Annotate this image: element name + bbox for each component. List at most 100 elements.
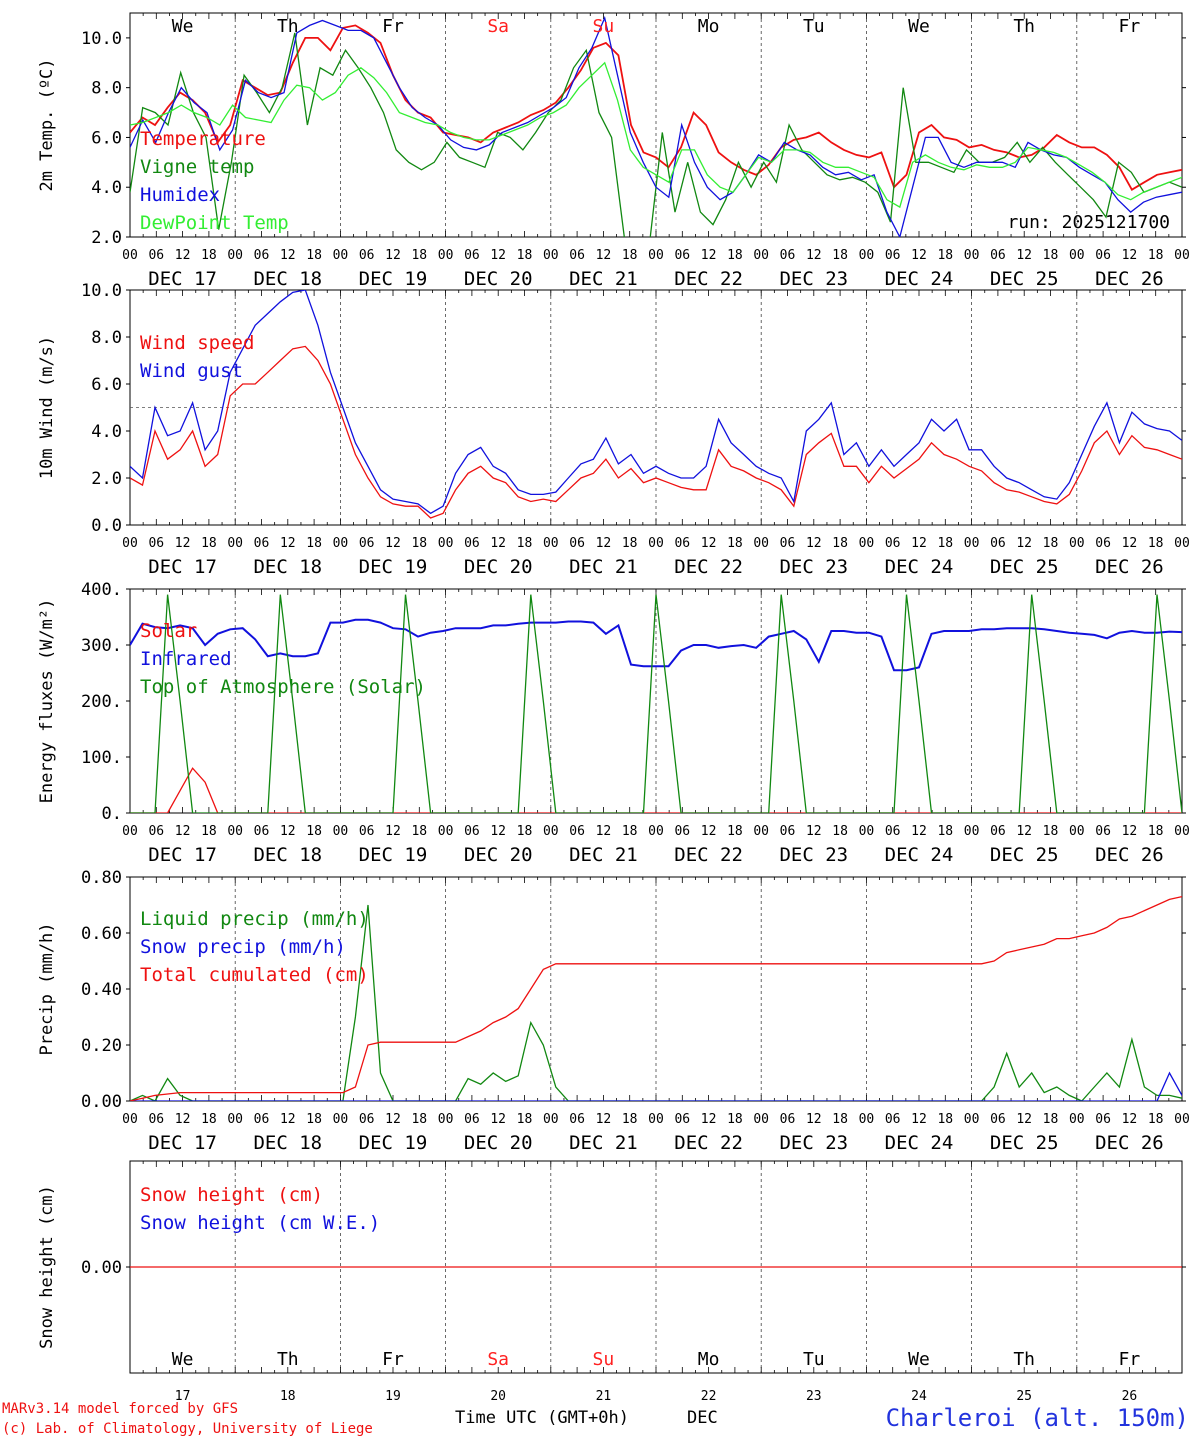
temperature-hour-label: 06: [780, 248, 796, 263]
wind-y-tick-label: 6.0: [91, 375, 122, 395]
temperature-hour-label: 12: [490, 248, 506, 263]
wind-hour-label: 18: [411, 536, 427, 551]
weekday-label: Th: [277, 16, 299, 37]
wind-hour-label: 12: [280, 536, 296, 551]
wind-hour-label: 06: [990, 536, 1006, 551]
precip-hour-label: 00: [438, 1112, 454, 1127]
energy-date-label: DEC 18: [253, 844, 322, 866]
wind-hour-label: 18: [517, 536, 533, 551]
snow-weekday-label: Su: [593, 1349, 615, 1370]
temperature-hour-label: 12: [806, 248, 822, 263]
energy-hour-label: 18: [517, 824, 533, 839]
energy-hour-label: 12: [280, 824, 296, 839]
temperature-date-label: DEC 18: [253, 268, 322, 290]
wind-hour-label: 00: [859, 536, 875, 551]
temperature-hour-label: 00: [438, 248, 454, 263]
day-number-label: 17: [175, 1389, 191, 1404]
snow-weekday-label: Fr: [382, 1349, 404, 1370]
precip-date-label: DEC 20: [464, 1132, 533, 1154]
wind-hour-label: 00: [122, 536, 138, 551]
weekday-label: Tu: [803, 16, 825, 37]
energy-hour-label: 06: [569, 824, 585, 839]
wind-hour-label: 18: [937, 536, 953, 551]
wind-hour-label: 06: [885, 536, 901, 551]
temperature-hour-label: 12: [385, 248, 401, 263]
wind-hour-label: 18: [306, 536, 322, 551]
energy-y-tick-label: 400.: [81, 580, 122, 600]
precip-hour-label: 06: [1095, 1112, 1111, 1127]
temperature-date-label: DEC 19: [359, 268, 428, 290]
wind-hour-label: 12: [175, 536, 191, 551]
xaxis-month: DEC: [687, 1408, 718, 1428]
day-number-label: 18: [280, 1389, 296, 1404]
energy-hour-label: 18: [937, 824, 953, 839]
wind-date-label: DEC 22: [674, 556, 743, 578]
temperature-hour-label: 12: [1122, 248, 1138, 263]
energy-hour-label: 06: [1095, 824, 1111, 839]
precip-hour-label: 12: [911, 1112, 927, 1127]
energy-hour-label: 00: [227, 824, 243, 839]
energy-y-axis-title: Energy fluxes (W/m²): [37, 599, 57, 804]
temperature-line-dewpoint-temp: [130, 61, 1182, 209]
energy-hour-label: 06: [885, 824, 901, 839]
temperature-hour-label: 06: [1095, 248, 1111, 263]
temperature-y-tick-label: 8.0: [91, 79, 122, 99]
energy-panel: 0. 100. 200. 300. 400. Energy fluxes (W/m²) So…: [37, 580, 1190, 866]
temperature-hour-label: 00: [543, 248, 559, 263]
wind-hour-label: 18: [832, 536, 848, 551]
energy-hour-label: 18: [727, 824, 743, 839]
precip-hour-label: 06: [359, 1112, 375, 1127]
precip-hour-label: 12: [1122, 1112, 1138, 1127]
temperature-hour-label: 00: [122, 248, 138, 263]
wind-hour-label: 12: [490, 536, 506, 551]
energy-hour-label: 12: [806, 824, 822, 839]
wind-date-label: DEC 24: [885, 556, 954, 578]
wind-hour-label: 18: [727, 536, 743, 551]
energy-hour-label: 06: [148, 824, 164, 839]
energy-hour-label: 12: [490, 824, 506, 839]
energy-date-label: DEC 26: [1095, 844, 1164, 866]
energy-hour-label: 18: [622, 824, 638, 839]
energy-date-label: DEC 22: [674, 844, 743, 866]
energy-series-group: [130, 594, 1182, 813]
energy-hour-label: 00: [1174, 824, 1190, 839]
wind-date-label: DEC 23: [779, 556, 848, 578]
precip-hour-label: 06: [569, 1112, 585, 1127]
wind-hour-label: 12: [385, 536, 401, 551]
precip-hour-label: 18: [727, 1112, 743, 1127]
day-number-label: 25: [1016, 1389, 1032, 1404]
wind-hour-label: 12: [911, 536, 927, 551]
footer-credit-line: (c) Lab. of Climatology, University of L…: [2, 1421, 373, 1437]
weekday-label: Th: [1013, 16, 1035, 37]
precip-hour-label: 18: [1043, 1112, 1059, 1127]
energy-hour-label: 18: [411, 824, 427, 839]
energy-hour-label: 06: [464, 824, 480, 839]
energy-hour-label: 00: [648, 824, 664, 839]
energy-hour-label: 00: [1069, 824, 1085, 839]
wind-hour-label: 12: [701, 536, 717, 551]
precip-hour-label: 18: [937, 1112, 953, 1127]
energy-hour-label: 06: [254, 824, 270, 839]
weekday-label: Fr: [1119, 16, 1141, 37]
energy-date-label: DEC 17: [148, 844, 217, 866]
energy-hour-label: 12: [385, 824, 401, 839]
wind-date-label: DEC 20: [464, 556, 533, 578]
precip-hour-label: 12: [490, 1112, 506, 1127]
day-number-label: 26: [1122, 1389, 1138, 1404]
temperature-hour-label: 18: [937, 248, 953, 263]
precip-date-label: DEC 26: [1095, 1132, 1164, 1154]
temperature-date-label: DEC 24: [885, 268, 954, 290]
precip-y-tick-label: 0.40: [81, 980, 122, 1000]
energy-hour-label: 06: [359, 824, 375, 839]
wind-hour-label: 12: [1016, 536, 1032, 551]
energy-line-infrared: [130, 618, 1182, 672]
wind-legend-wind-speed: Wind speed: [140, 332, 254, 354]
snow-weekday-label: Th: [277, 1349, 299, 1370]
wind-hour-label: 18: [1043, 536, 1059, 551]
precip-hour-label: 06: [148, 1112, 164, 1127]
temperature-hour-label: 06: [254, 248, 270, 263]
wind-hour-label: 06: [464, 536, 480, 551]
energy-hour-label: 00: [543, 824, 559, 839]
energy-hour-label: 00: [438, 824, 454, 839]
precip-hour-label: 18: [1148, 1112, 1164, 1127]
